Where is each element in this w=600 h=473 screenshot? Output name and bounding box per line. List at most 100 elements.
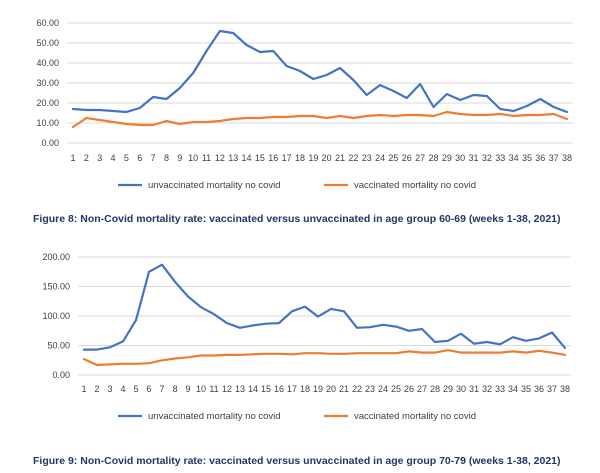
x-tick-label: 28 (428, 153, 438, 163)
legend-label: unvaccinated mortality no covid (148, 411, 281, 422)
series-line-vaccinated (71, 110, 569, 129)
x-tick-label: 12 (222, 384, 232, 394)
x-tick-label: 33 (495, 153, 505, 163)
x-tick-label: 26 (404, 384, 414, 394)
x-tick-label: 5 (124, 153, 129, 163)
series-line-vaccinated (82, 349, 567, 367)
x-tick-label: 36 (534, 384, 544, 394)
x-tick-label: 20 (326, 384, 336, 394)
x-tick-label: 2 (84, 153, 89, 163)
x-tick-label: 34 (508, 384, 518, 394)
x-tick-label: 24 (378, 384, 388, 394)
x-tick-label: 26 (402, 153, 412, 163)
x-tick-label: 35 (522, 153, 532, 163)
x-tick-label: 38 (560, 384, 570, 394)
x-tick-label: 22 (348, 153, 358, 163)
x-tick-label: 27 (415, 153, 425, 163)
x-tick-label: 4 (120, 384, 125, 394)
x-tick-label: 33 (495, 384, 505, 394)
series-line-unvaccinated (71, 29, 569, 114)
figure-9-caption: Figure 9: Non-Covid mortality rate: vacc… (33, 455, 561, 467)
x-tick-label: 3 (97, 153, 102, 163)
x-tick-label: 1 (70, 153, 75, 163)
x-tick-label: 12 (215, 153, 225, 163)
x-tick-label: 27 (417, 384, 427, 394)
x-tick-label: 32 (482, 153, 492, 163)
x-tick-label: 37 (547, 384, 557, 394)
y-tick-label: 40.00 (36, 58, 59, 68)
y-tick-label: 30.00 (36, 78, 59, 88)
x-tick-label: 31 (469, 384, 479, 394)
x-tick-label: 37 (549, 153, 559, 163)
x-tick-label: 29 (442, 153, 452, 163)
x-tick-label: 25 (391, 384, 401, 394)
x-tick-label: 14 (242, 153, 252, 163)
y-tick-label: 60.00 (36, 18, 59, 28)
x-tick-label: 15 (261, 384, 271, 394)
x-tick-label: 8 (164, 153, 169, 163)
x-tick-label: 2 (94, 384, 99, 394)
x-tick-label: 21 (339, 384, 349, 394)
y-tick-label: 0.00 (41, 138, 59, 148)
y-tick-label: 50.00 (36, 38, 59, 48)
x-tick-label: 29 (443, 384, 453, 394)
x-tick-label: 11 (202, 153, 211, 163)
x-tick-label: 15 (255, 153, 265, 163)
x-tick-label: 8 (172, 384, 177, 394)
x-tick-label: 10 (196, 384, 206, 394)
chart-figure-8: 0.00 10.00 20.00 30.00 40.00 50.00 60.00 1 2 3 4 5 6… (0, 0, 600, 232)
y-tick-label: 200.00 (42, 252, 70, 262)
x-tick-label: 18 (295, 153, 305, 163)
x-tick-label: 11 (209, 384, 218, 394)
x-tick-label: 1 (81, 384, 86, 394)
y-tick-label: 100.00 (42, 311, 70, 321)
x-tick-label: 38 (562, 153, 572, 163)
x-tick-label: 18 (300, 384, 310, 394)
x-tick-label: 30 (455, 153, 465, 163)
x-tick-label: 9 (185, 384, 190, 394)
y-tick-label: 150.00 (42, 282, 70, 292)
x-tick-label: 7 (151, 153, 156, 163)
x-tick-label: 23 (362, 153, 372, 163)
x-tick-label: 4 (111, 153, 116, 163)
x-tick-label: 6 (137, 153, 142, 163)
x-tick-label: 36 (535, 153, 545, 163)
y-tick-label: 0.00 (52, 370, 70, 380)
x-tick-label: 20 (322, 153, 332, 163)
x-tick-label: 16 (274, 384, 284, 394)
x-tick-label: 25 (388, 153, 398, 163)
x-tick-label: 10 (188, 153, 198, 163)
x-tick-label: 14 (248, 384, 258, 394)
figure-8-caption: Figure 8: Non-Covid mortality rate: vacc… (33, 213, 561, 225)
x-tick-label: 5 (133, 384, 138, 394)
x-tick-label: 17 (282, 153, 292, 163)
x-tick-label: 16 (268, 153, 278, 163)
x-tick-label: 34 (509, 153, 519, 163)
x-tick-label: 35 (521, 384, 531, 394)
x-tick-label: 6 (146, 384, 151, 394)
x-tick-label: 19 (313, 384, 323, 394)
legend-label: vaccinated mortality no covid (354, 180, 476, 191)
x-tick-label: 13 (228, 153, 238, 163)
x-tick-label: 7 (159, 384, 164, 394)
x-tick-label: 21 (335, 153, 345, 163)
legend-label: vaccinated mortality no covid (354, 411, 476, 422)
x-tick-label: 17 (287, 384, 297, 394)
x-tick-label: 9 (177, 153, 182, 163)
x-tick-label: 24 (375, 153, 385, 163)
chart-figure-9: 0.00 50.00 100.00 150.00 200.00 1 2 3 4 5 6 7 8 9 10 11… (0, 240, 600, 473)
legend-label: unvaccinated mortality no covid (148, 180, 281, 191)
y-tick-label: 50.00 (47, 341, 70, 351)
x-tick-label: 31 (469, 153, 479, 163)
x-tick-label: 32 (482, 384, 492, 394)
y-tick-label: 20.00 (36, 98, 59, 108)
x-tick-label: 23 (365, 384, 375, 394)
x-tick-label: 28 (430, 384, 440, 394)
x-tick-label: 19 (308, 153, 318, 163)
x-tick-label: 3 (107, 384, 112, 394)
y-tick-label: 10.00 (36, 118, 59, 128)
x-tick-label: 30 (456, 384, 466, 394)
x-tick-label: 22 (352, 384, 362, 394)
